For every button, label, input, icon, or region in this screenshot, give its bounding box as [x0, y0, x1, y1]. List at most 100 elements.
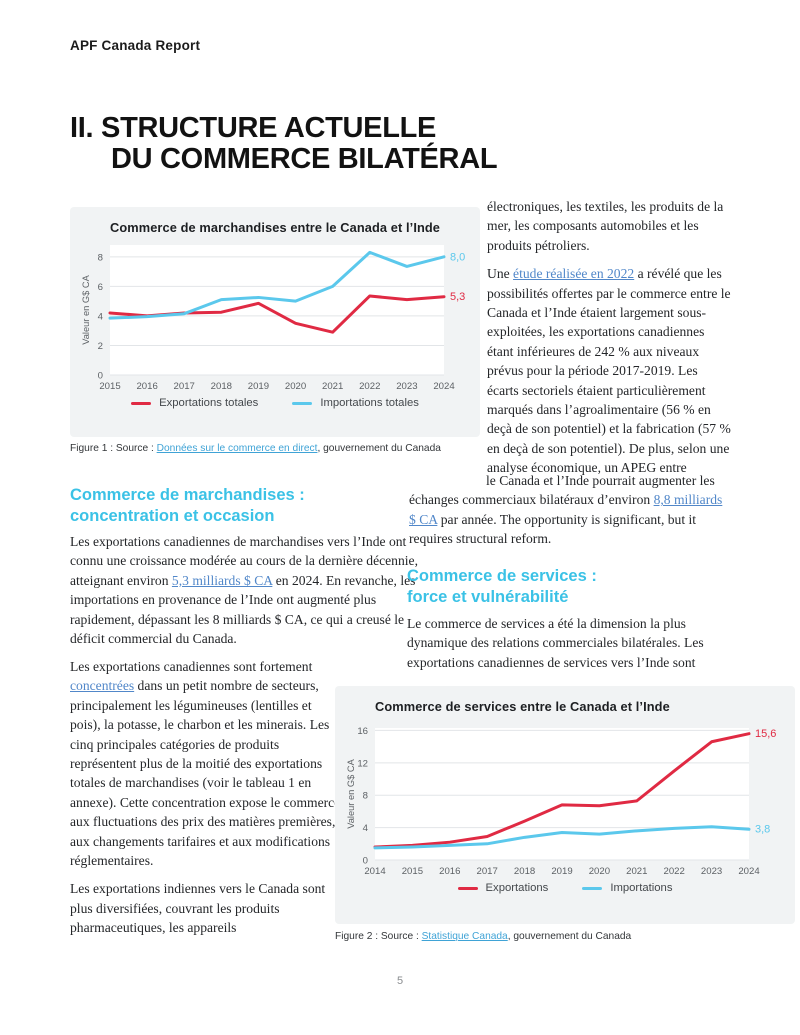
text-run: par année. The opportunity is significan…: [409, 511, 697, 547]
text-link[interactable]: Données sur le commerce en direct: [156, 443, 318, 454]
svg-text:2016: 2016: [136, 381, 157, 392]
svg-text:2014: 2014: [364, 866, 386, 877]
figure2-legend: Exportations Importations: [335, 882, 795, 894]
section-heading-merchandise: Commerce de marchandises : concentration…: [70, 485, 410, 527]
text-link[interactable]: 5,3 milliards $ CA: [171, 572, 273, 588]
svg-text:2020: 2020: [285, 381, 306, 392]
svg-text:2019: 2019: [551, 866, 572, 877]
svg-text:8: 8: [98, 252, 103, 263]
legend-item: Exportations: [457, 882, 549, 894]
svg-text:2024: 2024: [738, 866, 760, 877]
figure1-caption: Figure 1 : Source : Données sur le comme…: [70, 443, 490, 454]
svg-text:4: 4: [98, 311, 104, 322]
legend-item: Importations totales: [292, 397, 419, 409]
svg-text:5,3: 5,3: [450, 291, 465, 303]
text-run: Une: [487, 266, 514, 282]
svg-text:8: 8: [363, 791, 368, 802]
svg-text:3,8: 3,8: [755, 824, 770, 836]
text-run: Les exportations indiennes vers le Canad…: [70, 881, 326, 936]
svg-text:4: 4: [363, 823, 369, 834]
text-run: a révélé que les possibilités offertes p…: [487, 266, 731, 476]
svg-text:0: 0: [98, 371, 103, 382]
paragraph: Les exportations indiennes vers le Canad…: [70, 879, 342, 937]
svg-text:8,0: 8,0: [450, 251, 465, 263]
svg-text:2021: 2021: [626, 866, 647, 877]
svg-text:2023: 2023: [396, 381, 417, 392]
text-link[interactable]: Statistique Canada: [421, 931, 508, 942]
figure1-panel: Commerce de marchandises entre le Canada…: [70, 207, 480, 437]
text-run: Figure 2 : Source :: [335, 931, 422, 942]
svg-text:2023: 2023: [701, 866, 722, 877]
figure1-chart: 0 2 4 6 8 2015 2016 2017 2018 2019 2020 2021 2022 202…: [81, 245, 465, 392]
text-run: en 2024. En revanche, les importations e…: [70, 572, 416, 647]
paragraph: Une étude réalisée en 2022 a révélé que …: [487, 264, 731, 477]
svg-text:2018: 2018: [211, 381, 232, 392]
svg-text:2016: 2016: [439, 866, 460, 877]
text-run: , gouvernement du Canada: [317, 443, 441, 454]
figure1-title: Commerce de marchandises entre le Canada…: [110, 220, 441, 235]
paragraph: électroniques, les textiles, les produit…: [487, 197, 731, 255]
page-title-line2: DU COMMERCE BILATÉRAL: [111, 143, 498, 175]
svg-text:12: 12: [357, 758, 368, 769]
text-run: Les exportations canadiennes de marchand…: [70, 534, 418, 588]
svg-text:2015: 2015: [99, 381, 120, 392]
svg-text:Valeur en G$ CA: Valeur en G$ CA: [81, 274, 91, 344]
page-number: 5: [396, 975, 404, 987]
section-heading-line: Commerce de services :: [407, 567, 597, 585]
text-run: Les exportations canadiennes sont fortem…: [70, 659, 313, 674]
figure2-panel: Commerce de services entre le Canada et …: [335, 686, 795, 924]
text-run: Le commerce de services a été la dimensi…: [407, 616, 704, 670]
svg-text:6: 6: [98, 282, 103, 293]
text-run: Figure 1 : Source :: [70, 443, 157, 454]
text-link[interactable]: 8,8 milliards $ CA: [409, 492, 723, 527]
legend-label: Importations totales: [320, 397, 419, 409]
svg-text:2022: 2022: [664, 866, 685, 877]
svg-text:2020: 2020: [589, 866, 610, 877]
legend-label: Exportations: [485, 882, 549, 894]
text-link[interactable]: étude réalisée en 2022: [513, 266, 635, 282]
paragraph: Les exportations canadiennes de marchand…: [70, 532, 430, 648]
figure2-chart: 0 4 8 12 16 2014 2015 2016 2017 2018 2019 2020 2021 2…: [346, 726, 776, 877]
red-line-swatch: [457, 886, 478, 890]
paragraph: Le commerce de services a été la dimensi…: [407, 614, 737, 672]
red-line-swatch: [131, 401, 152, 405]
legend-item: Exportations totales: [131, 397, 258, 409]
legend-label: Importations: [610, 882, 673, 894]
svg-text:2017: 2017: [174, 381, 195, 392]
svg-text:16: 16: [357, 726, 368, 737]
cyan-line-swatch: [292, 401, 313, 405]
cyan-line-swatch: [582, 886, 603, 890]
figure1-legend: Exportations totales Importations totale…: [70, 397, 480, 409]
svg-text:2021: 2021: [322, 381, 343, 392]
page-title: II. STRUCTURE ACTUELLE DU COMMERCE BILAT…: [70, 112, 498, 175]
page-title-line1: II. STRUCTURE ACTUELLE: [70, 112, 437, 144]
svg-text:2015: 2015: [402, 866, 423, 877]
section-heading-line: concentration et occasion: [70, 507, 275, 525]
figure2-caption: Figure 2 : Source : Statistique Canada, …: [335, 931, 775, 942]
svg-text:2019: 2019: [248, 381, 269, 392]
legend-label: Exportations totales: [159, 397, 259, 409]
svg-text:2: 2: [98, 341, 103, 352]
text-run: le Canada et l’Inde pourrait augmenter l…: [409, 473, 715, 508]
svg-text:2024: 2024: [433, 381, 455, 392]
legend-item: Importations: [582, 882, 672, 894]
section-heading-line: Commerce de marchandises :: [70, 486, 305, 504]
svg-text:2017: 2017: [477, 866, 498, 877]
left-column-narrow: Les exportations canadiennes sont fortem…: [70, 657, 342, 947]
section-heading-line: force et vulnérabilité: [407, 588, 569, 606]
text-run: électroniques, les textiles, les produit…: [487, 199, 724, 253]
svg-text:2018: 2018: [514, 866, 535, 877]
text-run: , gouvernement du Canada: [507, 931, 632, 942]
svg-text:0: 0: [363, 856, 368, 867]
paragraph-wide: le Canada et l’Inde pourrait augmenter l…: [409, 471, 731, 549]
right-column: électroniques, les textiles, les produit…: [487, 197, 731, 487]
report-header: APF Canada Report: [70, 38, 201, 53]
svg-text:Valeur en G$ CA: Valeur en G$ CA: [346, 758, 356, 828]
paragraph: Les exportations canadiennes sont fortem…: [70, 657, 342, 870]
text-link[interactable]: concentrées: [70, 678, 135, 694]
section-heading-services: Commerce de services : force et vulnérab…: [407, 566, 747, 608]
figure2-title: Commerce de services entre le Canada et …: [375, 699, 670, 714]
text-run: dans un petit nombre de secteurs, princi…: [70, 678, 341, 869]
svg-text:15,6: 15,6: [755, 728, 776, 740]
